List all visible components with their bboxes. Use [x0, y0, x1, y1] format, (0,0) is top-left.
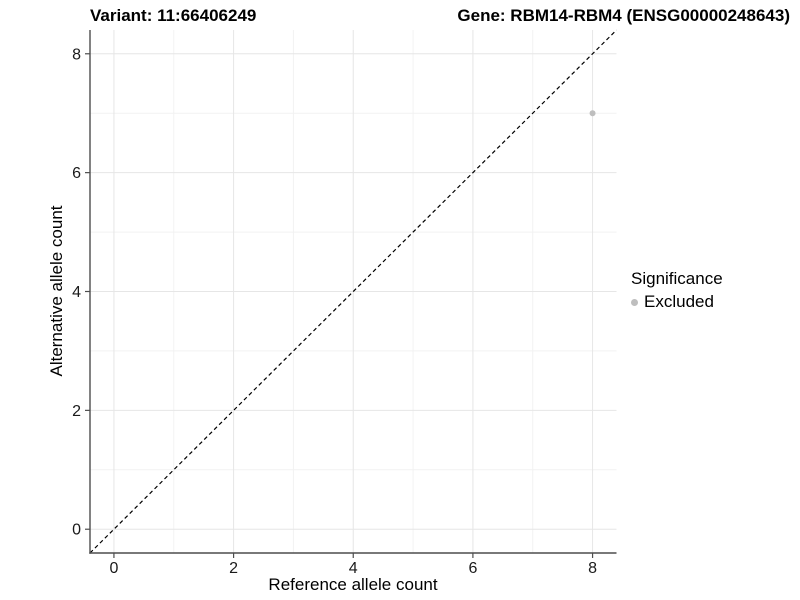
y-tick-label: 0: [72, 522, 81, 539]
x-tick-label: 0: [109, 560, 118, 577]
x-tick-label: 6: [468, 560, 477, 577]
legend-entry-label: Excluded: [644, 292, 714, 311]
x-tick-label: 4: [349, 560, 358, 577]
legend-point-icon: [631, 298, 638, 306]
identity-dashed-line: [89, 29, 617, 554]
y-tick-label: 6: [72, 165, 81, 182]
y-tick-label: 4: [72, 284, 81, 301]
y-axis-label: Alternative allele count: [47, 205, 66, 377]
data-point: [589, 110, 596, 117]
legend-entry-excluded: Excluded: [631, 292, 723, 312]
x-axis-label: Reference allele count: [268, 575, 438, 594]
y-tick-label: 2: [72, 403, 81, 420]
legend-title: Significance: [631, 269, 723, 288]
legend: Significance Excluded: [631, 269, 723, 312]
variant-title: Variant: 11:66406249: [90, 6, 257, 25]
gene-title: Gene: RBM14-RBM4 (ENSG00000248643): [457, 6, 790, 25]
x-tick-label: 8: [588, 560, 597, 577]
y-tick-label: 8: [72, 46, 81, 63]
x-tick-label: 2: [229, 560, 238, 577]
